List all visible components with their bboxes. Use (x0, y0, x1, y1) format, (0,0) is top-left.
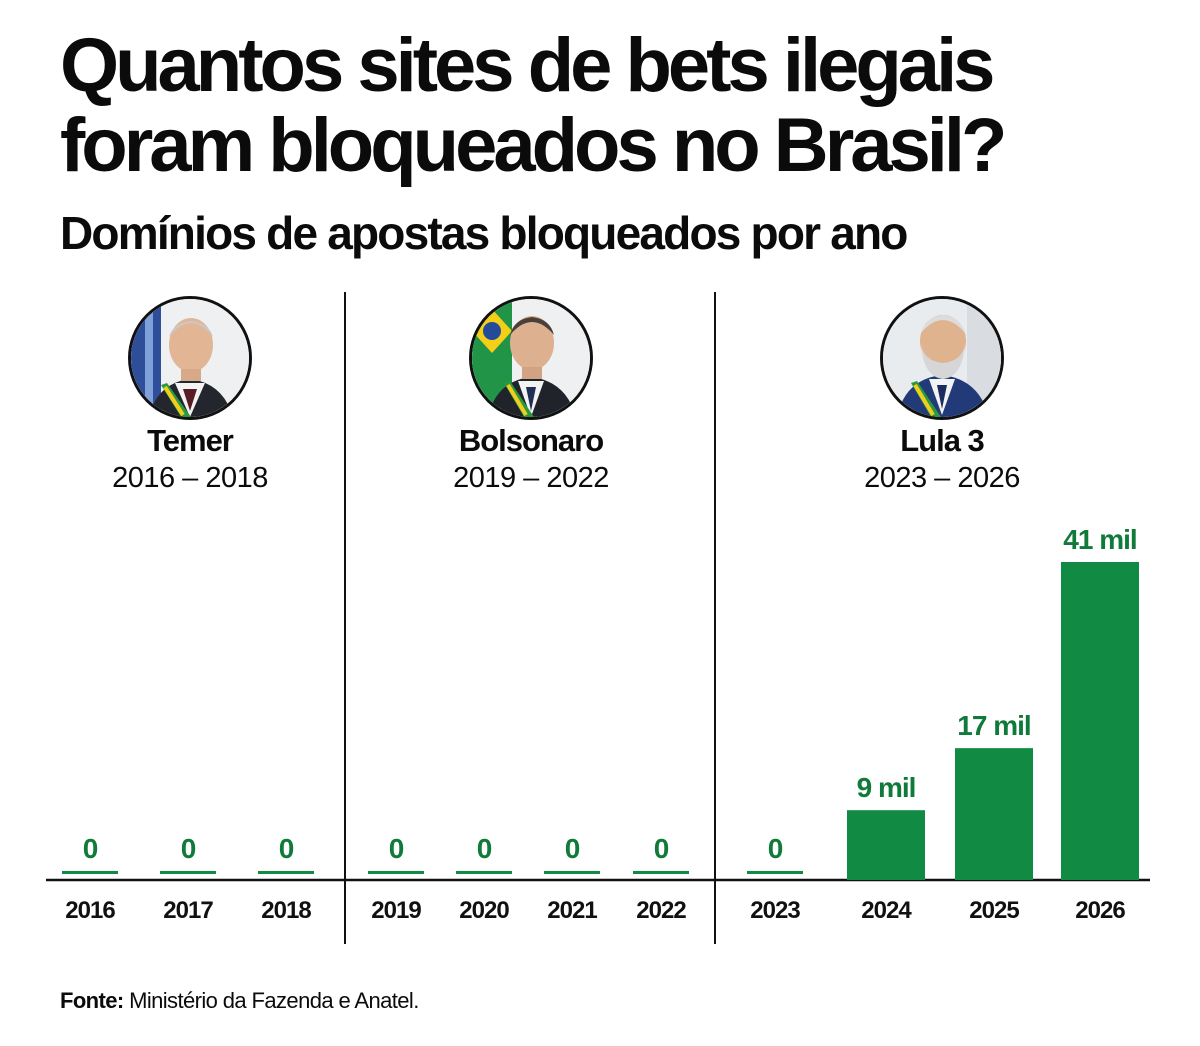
data-label-2020: 0 (477, 833, 492, 864)
era-name-bolsonaro: Bolsonaro (458, 423, 604, 458)
x-tick-2020: 2020 (459, 897, 509, 924)
bar-2023 (747, 871, 803, 874)
x-tick-2018: 2018 (261, 897, 311, 924)
source-note: Fonte: Ministério da Fazenda e Anatel. (60, 988, 419, 1014)
title-line-1: Quantos sites de bets ilegais (60, 23, 995, 108)
bar-2024 (847, 810, 925, 880)
bar-2016 (62, 871, 118, 874)
data-label-2018: 0 (279, 833, 294, 864)
data-label-2025: 17 mil (957, 710, 1030, 741)
data-label-2026: 41 mil (1063, 524, 1136, 555)
era-lula: Lula 3 2023 – 2026 (842, 296, 1042, 496)
data-label-2016: 0 (83, 833, 98, 864)
bar-2025 (955, 748, 1033, 880)
bolsonaro-portrait (469, 296, 593, 420)
bar-2026 (1061, 562, 1139, 880)
x-tick-2017: 2017 (163, 897, 213, 924)
data-label-2021: 0 (565, 833, 580, 864)
x-tick-2026: 2026 (1075, 897, 1125, 924)
title-line-2: foram bloqueados no Brasil? (60, 103, 1007, 188)
data-label-2023: 0 (768, 833, 783, 864)
bar-2020 (456, 871, 512, 874)
era-name-temer: Temer (147, 423, 234, 458)
x-tick-2019: 2019 (371, 897, 421, 924)
data-label-2024: 9 mil (857, 772, 916, 803)
bar-2018 (258, 871, 314, 874)
temer-portrait (128, 296, 252, 420)
source-label: Fonte: (60, 988, 124, 1013)
x-tick-2025: 2025 (969, 897, 1019, 924)
x-tick-2024: 2024 (861, 897, 912, 924)
era-temer: Temer 2016 – 2018 (90, 296, 290, 496)
data-label-2019: 0 (389, 833, 404, 864)
x-tick-2022: 2022 (636, 897, 686, 924)
bar-2021 (544, 871, 600, 874)
x-tick-2016: 2016 (65, 897, 115, 924)
bar-2019 (368, 871, 424, 874)
era-years-temer: 2016 – 2018 (112, 462, 268, 494)
chart-title: Quantos sites de bets ilegais foram bloq… (60, 26, 1180, 186)
data-label-2022: 0 (654, 833, 669, 864)
era-name-lula: Lula 3 (900, 423, 985, 458)
bar-2022 (633, 871, 689, 874)
x-tick-2023: 2023 (750, 897, 800, 924)
era-years-bolsonaro: 2019 – 2022 (453, 462, 609, 494)
era-years-lula: 2023 – 2026 (864, 462, 1020, 494)
source-text: Ministério da Fazenda e Anatel. (129, 988, 419, 1013)
data-label-2017: 0 (181, 833, 196, 864)
x-tick-2021: 2021 (547, 897, 597, 924)
era-bolsonaro: Bolsonaro 2019 – 2022 (431, 296, 631, 496)
bar-2017 (160, 871, 216, 874)
chart-subtitle: Domínios de apostas bloqueados por ano (60, 207, 908, 259)
lula-portrait (880, 296, 1004, 420)
